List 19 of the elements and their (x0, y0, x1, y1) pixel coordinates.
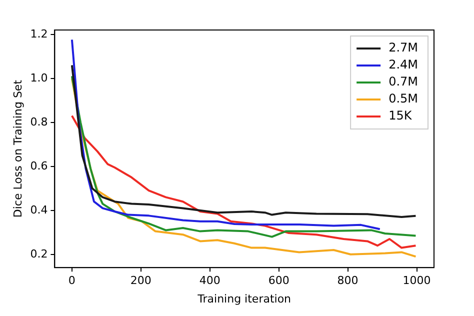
y-tick-label: 0.2 (30, 247, 48, 260)
legend-label: 0.5M (388, 92, 418, 106)
x-tick-label: 1000 (402, 274, 431, 288)
y-tick-label: 1.2 (30, 27, 48, 40)
x-tick-label: 400 (199, 274, 220, 288)
x-tick-label: 0 (68, 274, 76, 288)
x-tick-label: 600 (268, 274, 290, 288)
x-tick-label: 200 (130, 274, 152, 288)
legend-label: 2.4M (388, 58, 418, 72)
y-tick-label: 0.4 (30, 203, 48, 216)
y-tick-label: 0.6 (30, 159, 48, 172)
x-axis-title: Training iteration (196, 292, 292, 306)
y-tick-label: 0.8 (30, 115, 48, 128)
legend-label: 2.7M (388, 40, 418, 55)
legend-label: 15K (388, 108, 413, 123)
x-tick-label: 800 (337, 274, 358, 288)
y-axis-title: Dice Loss on Training Set (11, 79, 24, 218)
y-tick-label: 1.0 (30, 71, 48, 84)
legend-label: 0.7M (388, 74, 418, 89)
